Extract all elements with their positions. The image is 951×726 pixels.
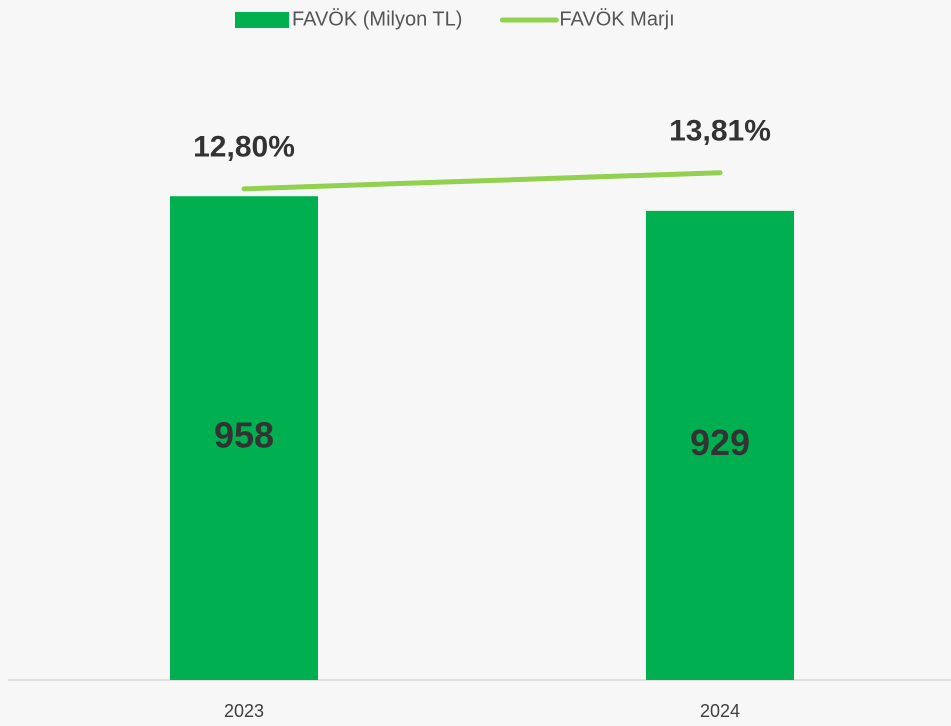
- legend-swatch: [235, 12, 289, 28]
- bar: [170, 196, 318, 680]
- x-tick-label: 2023: [224, 701, 264, 721]
- line-value-label: 13,81%: [669, 115, 771, 148]
- legend-label: FAVÖK (Milyon TL): [292, 8, 462, 30]
- bar: [646, 210, 794, 681]
- x-tick-label: 2024: [700, 701, 740, 721]
- bar-value-label: 958: [214, 415, 274, 456]
- line-value-label: 12,80%: [193, 131, 295, 164]
- legend-label: FAVÖK Marjı: [559, 8, 674, 30]
- bar-value-label: 929: [690, 422, 750, 463]
- line: [241, 170, 723, 192]
